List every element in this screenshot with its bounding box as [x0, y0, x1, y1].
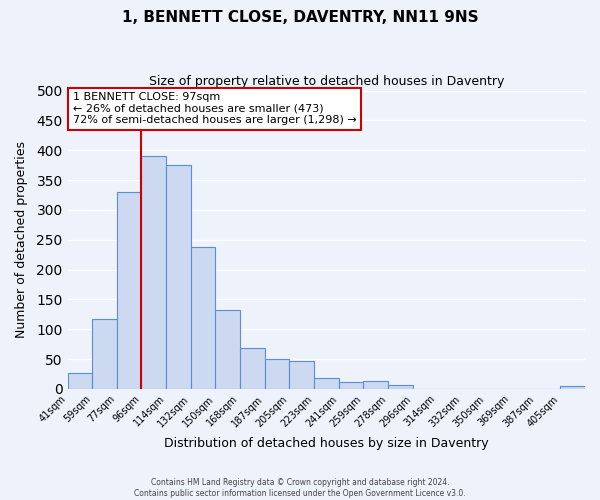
- Bar: [191, 248, 215, 389]
- Title: Size of property relative to detached houses in Daventry: Size of property relative to detached ho…: [149, 75, 504, 88]
- Bar: [388, 384, 413, 389]
- Bar: [314, 378, 338, 389]
- Bar: [560, 386, 585, 389]
- Text: 1 BENNETT CLOSE: 97sqm
← 26% of detached houses are smaller (473)
72% of semi-de: 1 BENNETT CLOSE: 97sqm ← 26% of detached…: [73, 92, 356, 125]
- Bar: [265, 359, 289, 389]
- Y-axis label: Number of detached properties: Number of detached properties: [15, 141, 28, 338]
- Bar: [289, 362, 314, 389]
- Bar: [166, 165, 191, 389]
- Bar: [92, 319, 117, 389]
- Text: Contains HM Land Registry data © Crown copyright and database right 2024.
Contai: Contains HM Land Registry data © Crown c…: [134, 478, 466, 498]
- Bar: [142, 156, 166, 389]
- Bar: [215, 310, 240, 389]
- Bar: [363, 381, 388, 389]
- X-axis label: Distribution of detached houses by size in Daventry: Distribution of detached houses by size …: [164, 437, 488, 450]
- Bar: [117, 192, 142, 389]
- Bar: [240, 348, 265, 389]
- Text: 1, BENNETT CLOSE, DAVENTRY, NN11 9NS: 1, BENNETT CLOSE, DAVENTRY, NN11 9NS: [122, 10, 478, 25]
- Bar: [68, 373, 92, 389]
- Bar: [338, 382, 363, 389]
